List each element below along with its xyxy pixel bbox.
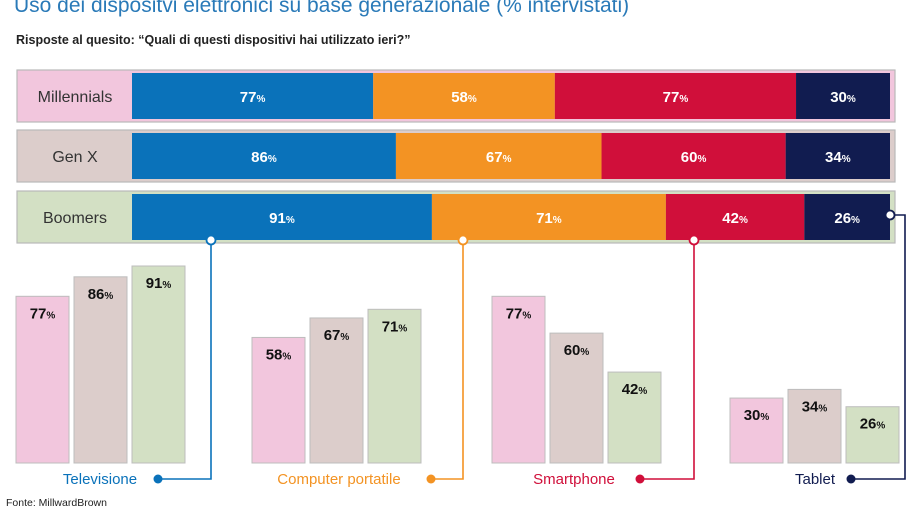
stack-bar-boomers-television <box>132 194 432 240</box>
group-bar-tablet-millennials <box>729 397 784 464</box>
connector-dot-television <box>205 234 217 246</box>
stack-value-boomers-computer: 71% <box>536 210 562 227</box>
group-bar-television-genx <box>73 276 128 464</box>
group-bar-television-millennials <box>15 295 70 464</box>
stack-bar-boomers-tablet <box>804 194 890 240</box>
stack-value-boomers-smartphone: 42% <box>722 210 748 227</box>
row-label-genx: Gen X <box>52 149 98 166</box>
group-bar-smartphone-genx <box>549 332 604 464</box>
source-note: Fonte: MillwardBrown <box>6 497 107 509</box>
group-value-smartphone-boomers: 42% <box>622 381 648 398</box>
stack-value-millennials-tablet: 30% <box>830 89 856 106</box>
group-bar-smartphone-millennials <box>491 295 546 464</box>
group-bar-computer-boomers <box>367 308 422 464</box>
group-bar-tablet-genx <box>787 388 842 464</box>
stack-value-genx-tablet: 34% <box>825 149 851 166</box>
group-value-television-boomers: 91% <box>146 275 172 292</box>
group-bar-computer-millennials <box>251 336 306 464</box>
connector-line-computer <box>431 240 464 480</box>
chart-title: Uso dei dispositvi elettronici su base g… <box>14 0 630 17</box>
stack-value-genx-television: 86% <box>251 149 277 166</box>
chart-subtitle: Risposte al quesito: “Quali di questi di… <box>16 33 411 47</box>
group-value-computer-millennials: 58% <box>266 346 292 363</box>
stack-bar-genx-smartphone <box>601 133 786 179</box>
group-label-tablet: Tablet <box>795 471 836 488</box>
connector-dot-smartphone <box>688 234 700 246</box>
group-value-smartphone-genx: 60% <box>564 342 590 359</box>
stack-bar-genx-computer <box>395 133 602 179</box>
group-bar-tablet-boomers <box>845 406 900 464</box>
group-label-smartphone: Smartphone <box>533 471 615 488</box>
stack-bar-millennials-computer <box>373 73 555 119</box>
stack-bar-boomers-computer <box>431 194 666 240</box>
group-label-television: Televisione <box>63 471 137 488</box>
group-bar-television-boomers <box>131 265 186 464</box>
stack-bar-millennials-television <box>132 73 374 119</box>
group-value-television-millennials: 77% <box>30 305 56 322</box>
stack-value-boomers-tablet: 26% <box>834 210 860 227</box>
connector-line-smartphone <box>640 240 695 480</box>
stack-bar-millennials-tablet <box>796 73 890 119</box>
group-bar-computer-genx <box>309 317 364 464</box>
stack-bar-genx-tablet <box>785 133 890 179</box>
connector-dot-tablet <box>884 209 896 221</box>
stack-value-genx-computer: 67% <box>486 149 512 166</box>
connector-line-television <box>158 240 212 480</box>
group-value-tablet-millennials: 30% <box>744 407 770 424</box>
stack-value-genx-smartphone: 60% <box>681 149 707 166</box>
stack-bar-millennials-smartphone <box>554 73 797 119</box>
stack-value-boomers-television: 91% <box>269 210 295 227</box>
group-value-computer-genx: 67% <box>324 327 350 344</box>
stack-value-millennials-television: 77% <box>240 89 266 106</box>
group-value-tablet-boomers: 26% <box>860 416 886 433</box>
row-label-millennials: Millennials <box>38 89 113 106</box>
group-bar-smartphone-boomers <box>607 371 662 464</box>
stack-value-millennials-smartphone: 77% <box>663 89 689 106</box>
connector-dot-computer <box>457 234 469 246</box>
stack-value-millennials-computer: 58% <box>451 89 477 106</box>
group-value-computer-boomers: 71% <box>382 318 408 335</box>
group-value-tablet-genx: 34% <box>802 398 828 415</box>
connector-line-tablet <box>851 214 906 480</box>
group-value-smartphone-millennials: 77% <box>506 305 532 322</box>
stack-bar-boomers-smartphone <box>665 194 805 240</box>
row-label-boomers: Boomers <box>43 210 107 227</box>
group-label-computer: Computer portatile <box>277 471 400 488</box>
group-value-television-genx: 86% <box>88 286 114 303</box>
stack-bar-genx-television <box>132 133 396 179</box>
